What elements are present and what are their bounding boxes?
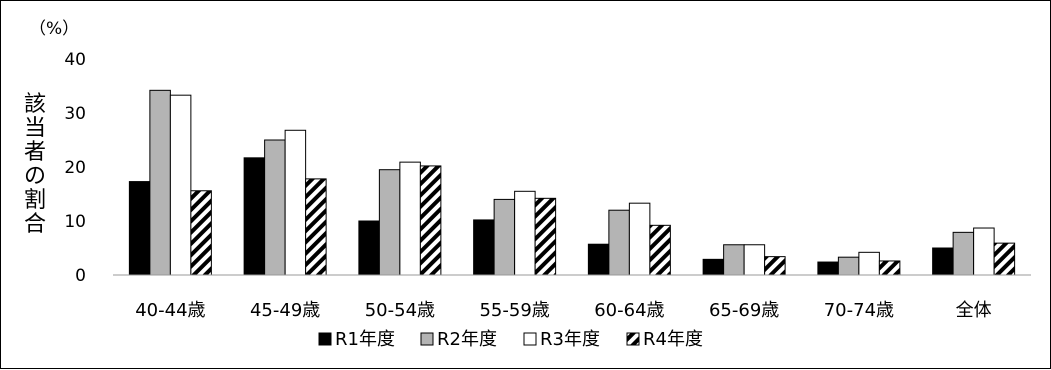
x-tick-label: 70-74歳 bbox=[824, 300, 894, 321]
y-tick-label: 30 bbox=[64, 104, 86, 124]
bar-R2年度-70-74歳 bbox=[837, 256, 860, 276]
y-tick-label: 40 bbox=[64, 50, 86, 70]
bar-R4年度-45-49歳 bbox=[305, 178, 327, 276]
bar-R3年度-65-69歳 bbox=[743, 244, 766, 276]
x-tick-label: 45-49歳 bbox=[250, 300, 320, 321]
legend-swatch-R2年度 bbox=[420, 332, 434, 346]
y-tick-label: 20 bbox=[64, 158, 86, 178]
y-tick-label: 0 bbox=[75, 266, 86, 286]
x-tick-label: 60-64歳 bbox=[594, 300, 664, 321]
x-tick-label: 65-69歳 bbox=[709, 300, 779, 321]
bar-R3年度-40-44歳 bbox=[169, 94, 192, 276]
legend-label: R1年度 bbox=[335, 329, 395, 350]
legend-swatch-R4年度 bbox=[626, 332, 640, 346]
bar-R3年度-55-59歳 bbox=[514, 190, 536, 276]
x-tick-label: 40-44歳 bbox=[135, 300, 205, 321]
bars bbox=[128, 89, 1016, 276]
bar-R1年度-60-64歳 bbox=[587, 243, 610, 276]
legend-label: R2年度 bbox=[437, 329, 497, 350]
bar-R1年度-50-54歳 bbox=[358, 220, 380, 276]
bar-R3年度-45-49歳 bbox=[284, 129, 307, 276]
legend-label: R3年度 bbox=[540, 329, 600, 350]
bar-R1年度-70-74歳 bbox=[817, 261, 839, 276]
bar-R2年度-40-44歳 bbox=[149, 89, 171, 276]
x-axis-labels: 40-44歳 45-49歳 50-54歳 55-59歳 60-64歳 65-69歳 70-7… bbox=[135, 300, 991, 321]
bar-R3年度-全体 bbox=[973, 227, 995, 276]
bar-R2年度-60-64歳 bbox=[608, 209, 630, 276]
bar-R4年度-60-64歳 bbox=[649, 224, 671, 276]
legend: R1年度 R2年度 R3年度 R4年度 bbox=[318, 329, 703, 350]
bar-R1年度-全体 bbox=[932, 247, 954, 276]
bar-R2年度-50-54歳 bbox=[378, 169, 401, 276]
bar-R2年度-全体 bbox=[952, 231, 975, 276]
legend-label: R4年度 bbox=[643, 329, 703, 350]
legend-swatch-R3年度 bbox=[523, 332, 537, 346]
bar-R2年度-55-59歳 bbox=[493, 198, 516, 276]
bar-R3年度-50-54歳 bbox=[399, 161, 421, 276]
y-axis-title: 該当者の割合 bbox=[24, 92, 46, 237]
bar-R1年度-40-44歳 bbox=[128, 181, 151, 276]
bar-R1年度-55-59歳 bbox=[473, 219, 495, 276]
bar-R4年度-50-54歳 bbox=[419, 165, 442, 276]
bar-R2年度-65-69歳 bbox=[723, 244, 745, 276]
bar-R3年度-70-74歳 bbox=[858, 251, 880, 276]
bar-R1年度-65-69歳 bbox=[702, 258, 725, 276]
x-tick-label: 全体 bbox=[956, 300, 992, 321]
bar-R2年度-45-49歳 bbox=[264, 139, 286, 276]
y-axis-ticks: 0 10 20 30 40 bbox=[64, 50, 86, 286]
bar-R4年度-70-74歳 bbox=[878, 260, 901, 276]
bar-R3年度-60-64歳 bbox=[628, 202, 651, 276]
bar-R4年度-65-69歳 bbox=[764, 256, 786, 276]
bar-R4年度-全体 bbox=[993, 242, 1016, 276]
bar-R4年度-40-44歳 bbox=[190, 190, 212, 276]
unit-label: （%） bbox=[29, 19, 79, 39]
bar-R4年度-55-59歳 bbox=[534, 197, 557, 276]
x-tick-label: 55-59歳 bbox=[479, 300, 549, 321]
x-tick-label: 50-54歳 bbox=[365, 300, 435, 321]
y-tick-label: 10 bbox=[64, 212, 86, 232]
legend-swatch-R1年度 bbox=[318, 332, 332, 346]
bar-R1年度-45-49歳 bbox=[243, 157, 266, 276]
